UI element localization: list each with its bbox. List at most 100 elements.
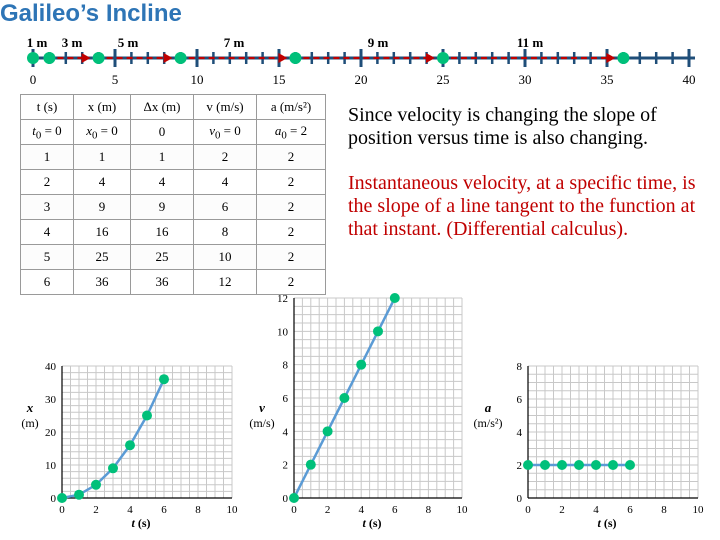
y-tick-label: 2: [283, 460, 289, 472]
note-instantaneous-velocity: Instantaneous velocity, at a specific ti…: [348, 172, 696, 240]
header-t: t (s): [20, 94, 74, 120]
x-tick-label: 8: [661, 504, 667, 516]
x-tick-label: 0: [291, 504, 297, 516]
x-tick-label: 6: [627, 504, 633, 516]
motion-table: t (s) x (m) Δx (m) v (m/s) a (m/s²) t0 =…: [20, 94, 326, 295]
page-title: Galileo’s Incline: [0, 0, 182, 27]
ruler-distance-label: 7 m: [224, 35, 245, 50]
y-tick-label: 40: [45, 361, 57, 373]
table-row: 5 25 25 10 2: [20, 244, 326, 270]
table-row-initial: t0 = 0 x0 = 0 0 v0 = 0 a0 = 2: [20, 119, 326, 145]
incline-ruler: 0 5 10 15 20 25 30 35 40 1 m 3 m 5 m 7 m 9 m 11 m: [27, 35, 696, 87]
ruler-arrowhead: [163, 53, 173, 63]
ruler-arrowhead: [426, 53, 435, 63]
ruler-arrowhead: [81, 53, 91, 63]
x-tick-label: 2: [559, 504, 565, 516]
x-tick-label: 8: [426, 504, 432, 516]
ruler-distance-label: 1 m: [27, 35, 48, 50]
ruler-arrowhead: [606, 53, 616, 63]
y-tick-label: 4: [283, 426, 289, 438]
data-point: [574, 460, 584, 470]
y-axis-label-symbol: a: [485, 400, 492, 415]
ruler-scale-label: 40: [683, 72, 696, 87]
y-tick-label: 0: [51, 493, 57, 505]
y-tick-label: 0: [283, 493, 289, 505]
x-tick-label: 4: [127, 504, 133, 516]
y-axis-label-unit: (m/s²): [474, 416, 503, 430]
y-tick-label: 10: [277, 326, 289, 338]
velocity-time-chart: 0 2 4 6 8 10 0 2 4 6 8 10 12 t (s) v(m/s): [249, 293, 469, 530]
ruler-distance-label: 3 m: [62, 35, 83, 50]
data-point: [57, 493, 67, 503]
y-tick-label: 8: [517, 361, 523, 373]
y-tick-label: 0: [517, 493, 523, 505]
y-tick-label: 20: [45, 427, 57, 439]
header-dx: Δx (m): [130, 94, 194, 120]
y-axis-label-unit: (m): [21, 416, 38, 430]
y-tick-label: 6: [517, 394, 523, 406]
note-velocity-slope: Since velocity is changing the slope of …: [348, 104, 657, 149]
data-point: [322, 426, 333, 437]
x-tick-label: 0: [59, 504, 65, 516]
table-row: 4 16 16 8 2: [20, 219, 326, 245]
x-tick-label: 6: [161, 504, 167, 516]
x-tick-label: 10: [227, 504, 239, 516]
cell-t0: t0 = 0: [20, 119, 74, 145]
ruler-scale-label: 25: [437, 72, 450, 87]
ruler-dot: [174, 52, 187, 64]
ruler-scale-label: 0: [30, 72, 37, 87]
x-tick-label: 0: [525, 504, 531, 516]
x-tick-label: 6: [392, 504, 398, 516]
data-point: [305, 459, 316, 470]
ruler-distance-label: 11 m: [517, 35, 544, 50]
data-point: [523, 460, 533, 470]
ruler-scale-label: 10: [191, 72, 204, 87]
x-tick-label: 10: [457, 504, 469, 516]
data-point: [289, 493, 299, 503]
cell-v0: v0 = 0: [193, 119, 257, 145]
data-point: [557, 460, 567, 470]
y-tick-label: 12: [277, 293, 288, 305]
y-axis-label-unit: (m/s): [249, 416, 274, 430]
data-point: [540, 460, 550, 470]
ruler-arrowhead: [278, 53, 288, 63]
y-axis-label-symbol: v: [259, 400, 265, 415]
ruler-dot: [27, 52, 39, 64]
position-time-chart: 0 2 4 6 8 10 0 10 20 30 40 t (s) x(m): [21, 361, 239, 530]
x-tick-label: 2: [93, 504, 99, 516]
y-tick-label: 10: [45, 460, 57, 472]
header-x: x (m): [73, 94, 131, 120]
table-header-row: t (s) x (m) Δx (m) v (m/s) a (m/s²): [20, 94, 326, 120]
table-row: 6 36 36 12 2: [20, 269, 326, 295]
x-tick-label: 4: [358, 504, 364, 516]
cell-x0: x0 = 0: [73, 119, 131, 145]
ruler-distance-label: 9 m: [368, 35, 389, 50]
data-point: [339, 393, 350, 403]
data-point: [91, 479, 101, 490]
y-tick-label: 8: [283, 360, 289, 372]
data-point: [159, 374, 169, 385]
x-tick-label: 2: [325, 504, 331, 516]
data-point: [625, 460, 635, 470]
data-point: [108, 463, 118, 474]
y-tick-label: 6: [283, 393, 289, 405]
y-tick-label: 2: [517, 460, 523, 472]
ruler-scale-label: 15: [273, 72, 286, 87]
data-point: [125, 440, 135, 451]
ruler-distance-label: 5 m: [118, 35, 139, 50]
ruler-dot: [437, 52, 449, 64]
ruler-scale-label: 20: [355, 72, 368, 87]
cell-dx0: 0: [130, 119, 194, 145]
ruler-scale-label: 35: [601, 72, 614, 87]
ruler-dot: [289, 52, 302, 64]
ruler-scale-label: 5: [112, 72, 119, 87]
x-tick-label: 10: [693, 504, 705, 516]
x-tick-label: 8: [195, 504, 201, 516]
ruler-scale-label: 30: [519, 72, 532, 87]
x-axis-label: t (s): [131, 516, 150, 530]
cell-a0: a0 = 2: [256, 119, 326, 145]
y-tick-label: 4: [517, 427, 523, 439]
